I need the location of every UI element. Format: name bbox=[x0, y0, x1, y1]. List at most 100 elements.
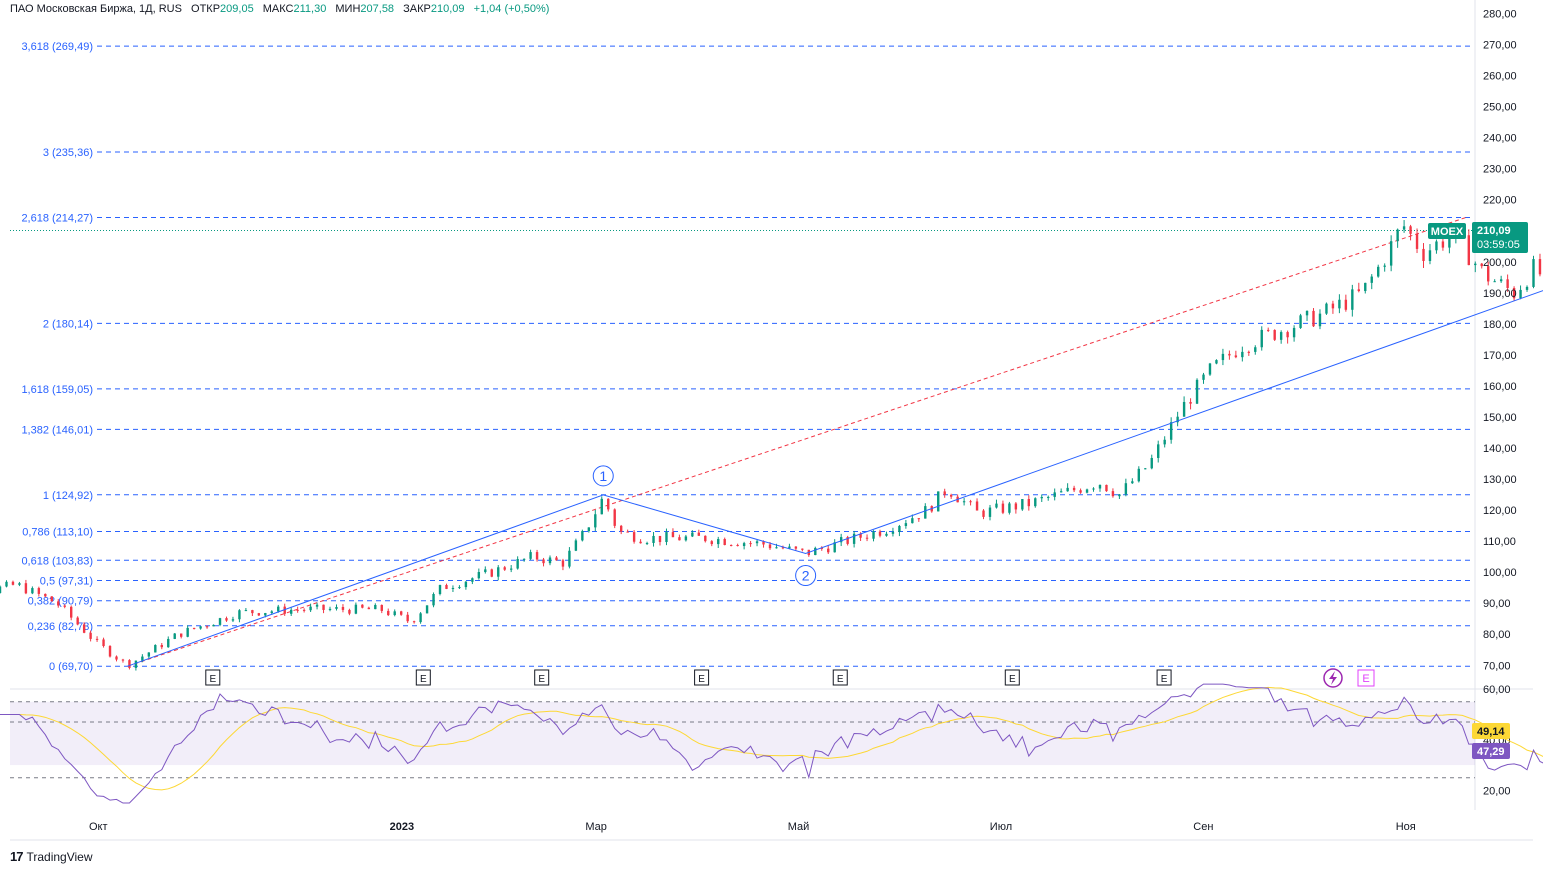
candle-body bbox=[283, 606, 286, 614]
candle-body bbox=[173, 633, 176, 639]
fib-level-label: 0 (69,70) bbox=[49, 661, 93, 673]
candle-body bbox=[1422, 248, 1425, 261]
candle-body bbox=[742, 543, 746, 547]
candle-body bbox=[399, 611, 403, 615]
svg-text:210,09: 210,09 bbox=[1477, 225, 1511, 237]
trend-line bbox=[10, 216, 1475, 667]
candle-body bbox=[1325, 303, 1328, 314]
time-axis[interactable]: Окт2023МарМайИюлСенНоя2024МарМайИюлСенНо… bbox=[89, 821, 1543, 833]
candle-body bbox=[1292, 327, 1296, 338]
earnings-marker bbox=[1004, 669, 1020, 686]
earnings-marker-label: E bbox=[209, 674, 216, 685]
candle-body bbox=[1305, 310, 1309, 316]
candle-body bbox=[1124, 483, 1128, 495]
candle-body bbox=[917, 518, 921, 520]
candle-body bbox=[231, 619, 235, 621]
price-tick: 260,00 bbox=[1483, 71, 1517, 83]
candle-body bbox=[1318, 313, 1322, 327]
candle-body bbox=[458, 587, 461, 589]
candle-body bbox=[1034, 498, 1037, 507]
svg-text:03:59:05: 03:59:05 bbox=[1477, 239, 1520, 251]
candle-body bbox=[1144, 468, 1147, 470]
candle-body bbox=[555, 557, 558, 561]
candle-body bbox=[587, 527, 591, 532]
candle-body bbox=[464, 581, 468, 588]
ticker-badge bbox=[1428, 223, 1466, 239]
candle-body bbox=[387, 610, 390, 616]
wave-label: 1 bbox=[599, 468, 607, 484]
time-tick: Июл bbox=[990, 821, 1012, 833]
candle-body bbox=[76, 617, 79, 625]
candle-body bbox=[594, 514, 597, 528]
candle-body bbox=[1487, 266, 1490, 282]
candle-body bbox=[341, 607, 345, 610]
candle-body bbox=[167, 638, 170, 648]
time-tick: Ноя bbox=[1396, 821, 1416, 833]
price-tick: 140,00 bbox=[1483, 443, 1517, 455]
candle-body bbox=[179, 633, 183, 637]
candle-body bbox=[497, 567, 500, 577]
candle-body bbox=[31, 588, 34, 594]
candle-body bbox=[872, 531, 875, 539]
candle-body bbox=[186, 627, 189, 637]
candle-body bbox=[852, 533, 856, 544]
candle-body bbox=[432, 594, 435, 606]
candle-body bbox=[717, 539, 720, 545]
candle-body bbox=[1415, 233, 1419, 249]
price-axis[interactable]: 280,00 270,00 260,00 250,00 240,00 230,00 220,… bbox=[1483, 8, 1517, 672]
candle-body bbox=[322, 604, 325, 610]
candle-body bbox=[212, 624, 215, 627]
candle-body bbox=[911, 518, 914, 524]
candle-body bbox=[1338, 299, 1341, 309]
candle-body bbox=[1202, 374, 1205, 380]
candle-body bbox=[516, 559, 519, 569]
tradingview-icon: 17 bbox=[10, 849, 24, 864]
rsi-band bbox=[10, 701, 1475, 766]
candle-body bbox=[1014, 503, 1018, 510]
candle-body bbox=[1176, 416, 1179, 423]
candle-body bbox=[949, 494, 953, 497]
candle-body bbox=[89, 632, 92, 639]
candle-body bbox=[1228, 353, 1231, 356]
price-tick: 280,00 bbox=[1483, 8, 1517, 20]
candle-body bbox=[425, 605, 429, 614]
candle-body bbox=[1260, 329, 1263, 348]
candle-body bbox=[781, 547, 785, 549]
fib-level-label: 0,382 (90,79) bbox=[28, 596, 93, 608]
candle-body bbox=[839, 537, 843, 543]
candle-body bbox=[315, 604, 319, 607]
price-tick: 220,00 bbox=[1483, 195, 1517, 207]
candle-body bbox=[794, 546, 798, 549]
candle-body bbox=[652, 535, 655, 543]
candle-body bbox=[37, 588, 41, 594]
candle-body bbox=[1150, 457, 1153, 469]
candle-body bbox=[238, 610, 241, 620]
rsi-line bbox=[0, 683, 1543, 804]
candle-body bbox=[645, 542, 649, 544]
candle-body bbox=[1273, 330, 1276, 340]
candle-body bbox=[95, 638, 99, 640]
candle-body bbox=[1241, 351, 1244, 358]
time-tick: Сен bbox=[1193, 821, 1213, 833]
candle-body bbox=[904, 523, 908, 526]
lightning-icon[interactable] bbox=[1323, 668, 1343, 688]
candle-body bbox=[1377, 266, 1380, 277]
candle-body bbox=[1092, 488, 1095, 490]
earnings-marker-label: E bbox=[1161, 674, 1168, 685]
candle-body bbox=[723, 539, 726, 546]
candle-body bbox=[1208, 363, 1212, 375]
candle-body bbox=[632, 532, 636, 542]
earnings-marker-label: E bbox=[538, 674, 545, 685]
rsi-ma-badge bbox=[1472, 723, 1510, 739]
svg-text:MOEX: MOEX bbox=[1431, 226, 1464, 238]
tradingview-logo[interactable]: 17 TradingView bbox=[10, 849, 93, 864]
candle-body bbox=[270, 611, 273, 614]
candle-body bbox=[827, 548, 830, 553]
candle-body bbox=[574, 540, 578, 551]
candle-body bbox=[1047, 496, 1050, 498]
candle-body bbox=[1499, 279, 1503, 282]
upcoming-earnings-marker[interactable]: E bbox=[1357, 669, 1375, 687]
rsi-tick: 60,00 bbox=[1483, 684, 1511, 696]
